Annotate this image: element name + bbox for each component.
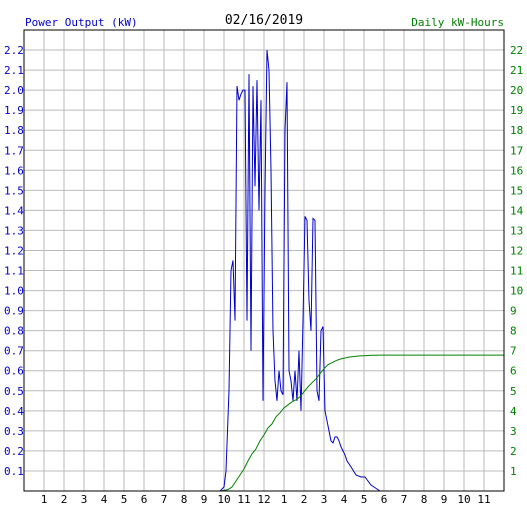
right-y-tick-label: 8 — [510, 325, 517, 338]
x-tick-label: 3 — [321, 493, 328, 506]
right-y-tick-label: 10 — [510, 285, 523, 298]
right-y-tick-label: 1 — [510, 465, 517, 478]
x-tick-label: 5 — [361, 493, 368, 506]
x-tick-label: 1 — [41, 493, 48, 506]
left-y-tick-label: 2.0 — [4, 84, 24, 97]
plot-frame — [23, 29, 505, 492]
x-tick-label: 2 — [301, 493, 308, 506]
right-y-tick-label: 16 — [510, 164, 523, 177]
x-tick-label: 6 — [141, 493, 148, 506]
left-y-tick-label: 0.5 — [4, 385, 24, 398]
right-y-tick-label: 12 — [510, 244, 523, 257]
right-y-tick-label: 4 — [510, 405, 517, 418]
series-lines — [219, 49, 504, 492]
left-y-tick-label: 1.4 — [4, 204, 24, 217]
x-tick-label: 8 — [181, 493, 188, 506]
x-tick-label: 7 — [161, 493, 168, 506]
chart-date: 02/16/2019 — [225, 13, 303, 28]
x-tick-label: 9 — [201, 493, 208, 506]
x-tick-label: 1 — [281, 493, 288, 506]
x-tick-label: 11 — [237, 493, 250, 506]
left-y-tick-label: 1.1 — [4, 265, 24, 278]
left-y-tick-label: 0.6 — [4, 365, 24, 378]
left-y-tick-label: 1.0 — [4, 285, 24, 298]
left-y-tick-label: 2.1 — [4, 64, 24, 77]
daily-kwh-line — [219, 354, 504, 492]
left-y-tick-label: 0.7 — [4, 345, 24, 358]
x-tick-label: 10 — [457, 493, 470, 506]
x-tick-label: 9 — [441, 493, 448, 506]
x-tick-label: 8 — [421, 493, 428, 506]
right-y-tick-label: 14 — [510, 204, 524, 217]
right-y-tick-label: 3 — [510, 425, 517, 438]
left-y-tick-label: 2.2 — [4, 44, 24, 57]
right-y-tick-label: 7 — [510, 345, 517, 358]
x-tick-label: 11 — [477, 493, 490, 506]
x-tick-label: 5 — [121, 493, 128, 506]
left-axis-title: Power Output (kW) — [25, 16, 138, 29]
left-y-tick-label: 0.8 — [4, 325, 24, 338]
x-tick-label: 7 — [401, 493, 408, 506]
x-tick-label: 12 — [257, 493, 270, 506]
right-y-tick-label: 9 — [510, 305, 517, 318]
right-y-tick-label: 15 — [510, 184, 523, 197]
x-tick-label: 3 — [81, 493, 88, 506]
right-y-tick-label: 5 — [510, 385, 517, 398]
right-axis-title: Daily kW-Hours — [411, 16, 504, 29]
left-y-tick-label: 1.5 — [4, 184, 24, 197]
right-y-tick-label: 18 — [510, 124, 523, 137]
x-tick-label: 4 — [101, 493, 108, 506]
left-y-tick-label: 1.2 — [4, 244, 24, 257]
left-y-tick-label: 0.3 — [4, 425, 24, 438]
left-y-tick-label: 1.7 — [4, 144, 24, 157]
x-tick-label: 6 — [381, 493, 388, 506]
right-y-tick-label: 6 — [510, 365, 517, 378]
x-tick-label: 2 — [61, 493, 68, 506]
left-y-tick-label: 0.4 — [4, 405, 24, 418]
right-y-tick-label: 20 — [510, 84, 523, 97]
right-y-tick-label: 17 — [510, 144, 523, 157]
left-y-tick-label: 1.6 — [4, 164, 24, 177]
right-y-tick-label: 21 — [510, 64, 523, 77]
x-tick-label: 10 — [217, 493, 230, 506]
left-y-tick-label: 0.2 — [4, 445, 24, 458]
x-tick-label: 4 — [341, 493, 348, 506]
left-y-tick-label: 0.9 — [4, 305, 24, 318]
right-y-tick-label: 11 — [510, 265, 523, 278]
left-y-axis-ticks: 0.1 0.2 0.3 0.4 0.5 0.6 0.7 0.8 0.9 1.0 1.1 1.2 1.3 1… — [4, 44, 24, 478]
power-output-line — [219, 49, 386, 492]
left-y-tick-label: 1.8 — [4, 124, 24, 137]
x-axis-ticks: 1 2 3 4 5 6 7 8 9 10 11 12 1 2 3 4 5 6 7 8 9 10 11 — [41, 493, 491, 506]
right-y-tick-label: 19 — [510, 104, 523, 117]
right-y-tick-label: 2 — [510, 445, 517, 458]
left-y-tick-label: 1.3 — [4, 224, 24, 237]
right-y-tick-label: 13 — [510, 224, 523, 237]
left-y-tick-label: 0.1 — [4, 465, 24, 478]
right-y-tick-label: 22 — [510, 44, 523, 57]
left-y-tick-label: 1.9 — [4, 104, 24, 117]
